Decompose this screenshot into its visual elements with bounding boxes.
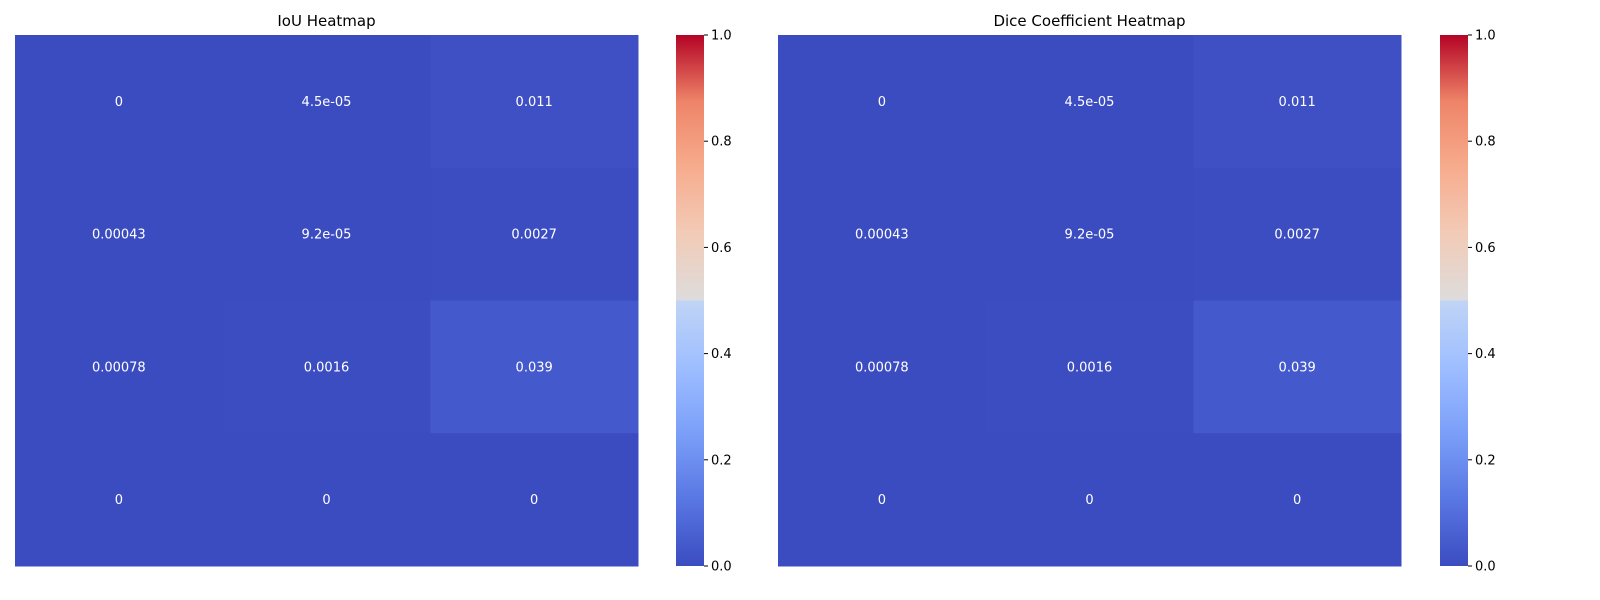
iou-cell-label-r1-c1: 9.2e-05 xyxy=(302,228,352,243)
iou-colorbar-tick-label-2: 0.4 xyxy=(711,347,732,362)
iou-colorbar-gradient xyxy=(676,35,704,566)
dice-colorbar-tick-label-5: 1.0 xyxy=(1475,29,1496,44)
dice-heatmap-title: Dice Coefficient Heatmap xyxy=(993,12,1185,30)
dice-cell-label-r0-c0: 0 xyxy=(878,95,886,110)
iou-cell-r2-c1 xyxy=(222,300,431,434)
dice-cell-r1-c2 xyxy=(1193,167,1402,301)
dice-cell-label-r1-c0: 0.00043 xyxy=(855,228,909,243)
dice-cell-label-r3-c2: 0 xyxy=(1293,493,1301,508)
dice-cell-r2-c0 xyxy=(778,300,987,434)
iou-cell-label-r2-c2: 0.039 xyxy=(516,360,553,375)
iou-cell-label-r0-c2: 0.011 xyxy=(516,95,553,110)
iou-colorbar-tick-label-1: 0.2 xyxy=(711,453,732,468)
dice-colorbar-tick-label-4: 0.8 xyxy=(1475,135,1496,150)
dice-colorbar-tick-label-3: 0.6 xyxy=(1475,241,1496,256)
dice-cell-label-r2-c1: 0.0016 xyxy=(1067,360,1113,375)
iou-cell-r1-c0 xyxy=(15,167,224,301)
iou-cell-r3-c1 xyxy=(222,433,431,567)
dice-colorbar-tick-label-1: 0.2 xyxy=(1475,453,1496,468)
iou-cell-label-r3-c2: 0 xyxy=(530,493,538,508)
dice-colorbar-tick-label-2: 0.4 xyxy=(1475,347,1496,362)
iou-heatmap-cells: 0 4.5e-05 0.011 0.00043 9.2e-05 0.0027 0.00078… xyxy=(15,35,639,567)
iou-cell-r0-c1 xyxy=(222,35,431,169)
dice-cell-r1-c1 xyxy=(985,167,1194,301)
dice-cell-r3-c2 xyxy=(1193,433,1402,567)
dice-cell-r3-c0 xyxy=(778,433,987,567)
dice-cell-r0-c0 xyxy=(778,35,987,169)
dice-cell-r2-c2 xyxy=(1193,300,1402,434)
dice-colorbar: 0.0 0.2 0.4 0.6 0.8 1.0 xyxy=(1440,29,1496,575)
dice-cell-label-r3-c0: 0 xyxy=(878,493,886,508)
iou-cell-label-r2-c0: 0.00078 xyxy=(92,360,146,375)
iou-cell-label-r3-c0: 0 xyxy=(115,493,123,508)
dice-cell-r2-c1 xyxy=(985,300,1194,434)
dice-cell-label-r0-c2: 0.011 xyxy=(1279,95,1316,110)
iou-cell-r0-c2 xyxy=(430,35,639,169)
dice-cell-r1-c0 xyxy=(778,167,987,301)
dice-cell-r0-c1 xyxy=(985,35,1194,169)
iou-cell-r1-c2 xyxy=(430,167,639,301)
iou-colorbar-tick-label-0: 0.0 xyxy=(711,560,732,575)
iou-cell-label-r2-c1: 0.0016 xyxy=(304,360,350,375)
dice-cell-label-r2-c0: 0.00078 xyxy=(855,360,909,375)
iou-cell-label-r1-c0: 0.00043 xyxy=(92,228,146,243)
dice-cell-r0-c2 xyxy=(1193,35,1402,169)
iou-cell-r3-c2 xyxy=(430,433,639,567)
iou-heatmap-title: IoU Heatmap xyxy=(277,12,375,30)
dice-cell-r3-c1 xyxy=(985,433,1194,567)
dice-heatmap-cells: 0 4.5e-05 0.011 0.00043 9.2e-05 0.0027 0.00078… xyxy=(778,35,1402,567)
iou-colorbar-tick-label-5: 1.0 xyxy=(711,29,732,44)
iou-cell-r2-c2 xyxy=(430,300,639,434)
dice-cell-label-r1-c2: 0.0027 xyxy=(1274,228,1320,243)
iou-cell-label-r3-c1: 0 xyxy=(322,493,330,508)
iou-cell-r3-c0 xyxy=(15,433,224,567)
dice-cell-label-r2-c2: 0.039 xyxy=(1279,360,1316,375)
iou-colorbar-tick-label-4: 0.8 xyxy=(711,135,732,150)
dice-cell-label-r1-c1: 9.2e-05 xyxy=(1065,228,1115,243)
iou-colorbar-tick-label-3: 0.6 xyxy=(711,241,732,256)
iou-cell-label-r0-c0: 0 xyxy=(115,95,123,110)
iou-cell-r2-c0 xyxy=(15,300,224,434)
dice-cell-label-r0-c1: 4.5e-05 xyxy=(1065,95,1115,110)
iou-cell-r0-c0 xyxy=(15,35,224,169)
dice-heatmap-panel: Dice Coefficient Heatmap 0 4.5e-05 0.011 0.… xyxy=(778,12,1496,575)
dice-cell-label-r3-c1: 0 xyxy=(1085,493,1093,508)
dice-colorbar-tick-label-0: 0.0 xyxy=(1475,560,1496,575)
iou-cell-label-r0-c1: 4.5e-05 xyxy=(302,95,352,110)
iou-cell-label-r1-c2: 0.0027 xyxy=(511,228,557,243)
iou-colorbar: 0.0 0.2 0.4 0.6 0.8 1.0 xyxy=(676,29,732,575)
dice-colorbar-gradient xyxy=(1440,35,1468,566)
iou-cell-r1-c1 xyxy=(222,167,431,301)
